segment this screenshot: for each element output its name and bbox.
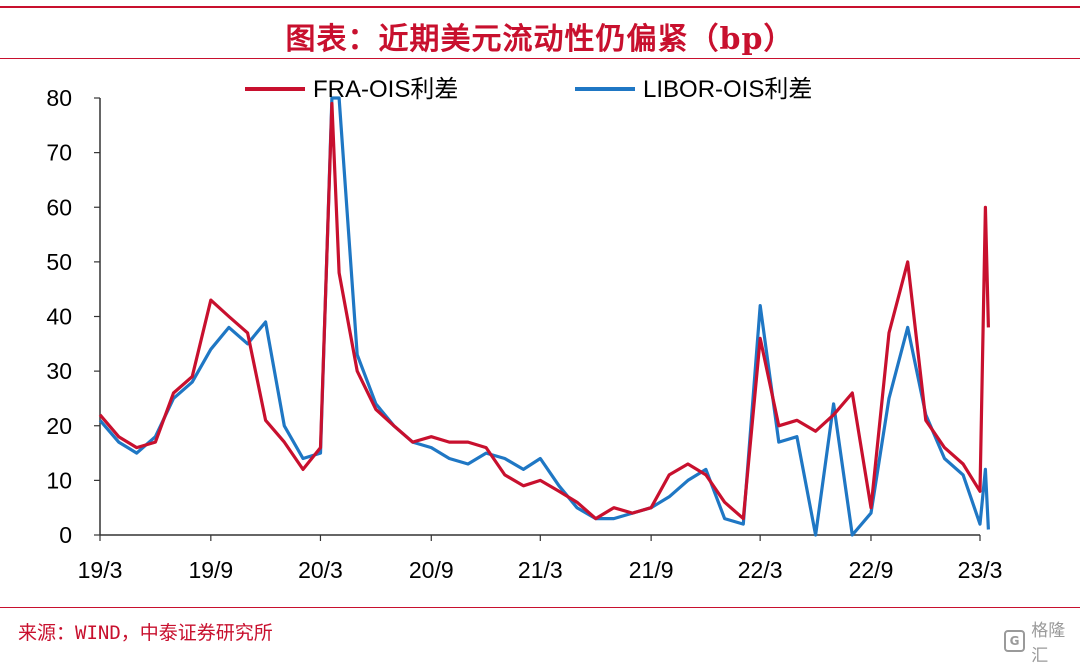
x-tick-label: 21/3 — [518, 557, 563, 583]
series-line-libor-ois — [98, 96, 990, 537]
watermark-logo-icon: G — [1004, 630, 1026, 652]
title-top-rule — [0, 6, 1080, 8]
y-tick-label: 50 — [46, 249, 72, 275]
y-tick-label: 80 — [46, 85, 72, 111]
series-line-fra-ois — [98, 101, 990, 521]
chart-series — [98, 96, 990, 537]
watermark: G 格隆汇 — [1004, 616, 1080, 666]
y-tick-label: 10 — [46, 467, 72, 493]
watermark-text: 格隆汇 — [1031, 621, 1066, 666]
y-tick-label: 60 — [46, 194, 72, 220]
chart-axes: 0 10 20 30 40 50 60 70 80 19/3 19/9 20/3 20/9 21/3 21/… — [46, 85, 1002, 583]
y-tick-label: 0 — [59, 522, 72, 548]
y-tick-label: 70 — [46, 140, 72, 166]
page-title: 图表：近期美元流动性仍偏紧（bp） — [285, 22, 795, 57]
footer-rule — [0, 607, 1080, 608]
source-note: 来源：WIND，中泰证券研究所 — [18, 622, 273, 644]
x-tick-label: 22/9 — [849, 557, 894, 583]
x-tick-label: 22/3 — [738, 557, 783, 583]
chart-legend: FRA-OIS利差 LIBOR-OIS利差 — [245, 76, 812, 103]
x-tick-label: 23/3 — [958, 557, 1003, 583]
legend-label-libor-ois: LIBOR-OIS利差 — [643, 76, 812, 103]
title-bottom-rule — [0, 58, 1080, 59]
x-tick-label: 20/9 — [409, 557, 454, 583]
x-tick-label: 21/9 — [629, 557, 674, 583]
chart: 0 10 20 30 40 50 60 70 80 19/3 19/9 20/3 20/9 21/3 21/… — [46, 76, 1002, 583]
y-tick-label: 40 — [46, 304, 72, 330]
x-tick-label: 19/9 — [188, 557, 233, 583]
legend-label-fra-ois: FRA-OIS利差 — [313, 76, 458, 103]
x-tick-label: 19/3 — [78, 557, 123, 583]
x-tick-label: 20/3 — [298, 557, 343, 583]
y-tick-label: 30 — [46, 358, 72, 384]
y-tick-label: 20 — [46, 413, 72, 439]
